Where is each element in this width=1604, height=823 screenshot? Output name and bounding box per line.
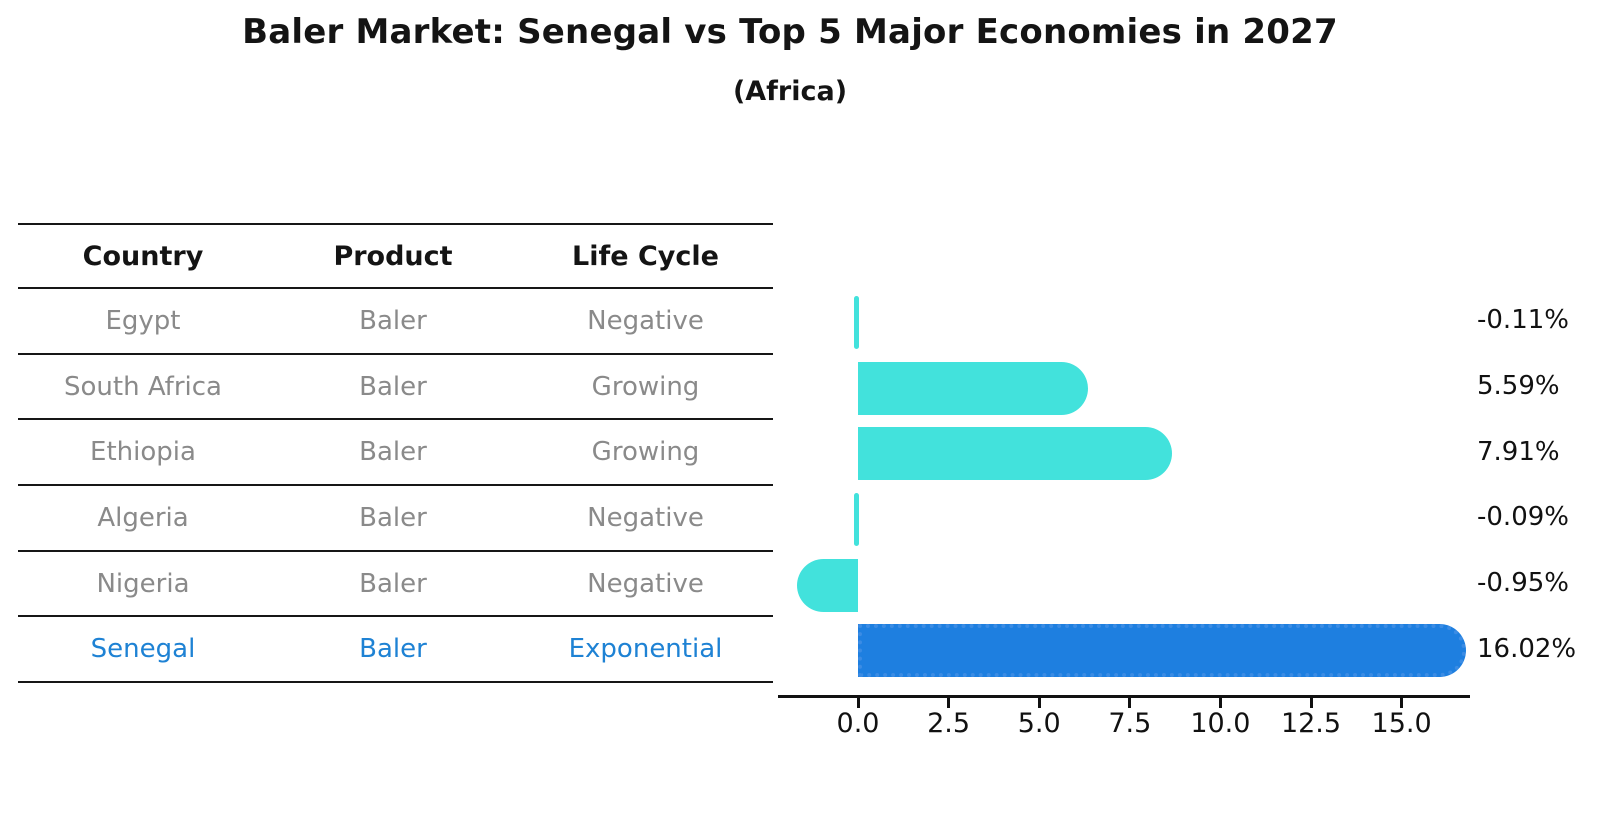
table-cell-country: Algeria (97, 502, 189, 533)
chart-subtitle: (Africa) (732, 76, 848, 107)
table-row: Senegal Baler Exponential (18, 617, 773, 684)
table-row: Nigeria Baler Negative (18, 552, 773, 618)
country-table: Country Product Life Cycle Egypt Baler Neg… (18, 223, 773, 684)
bar-value-label: 5.59% (1477, 371, 1560, 401)
bar-value-label: 16.02% (1477, 633, 1577, 664)
table-cell-life-cycle: Negative (587, 305, 704, 336)
table-row: Algeria Baler Negative (18, 486, 773, 552)
x-axis-tick (1400, 697, 1404, 708)
x-axis-tick (1037, 697, 1041, 708)
x-axis-line (778, 695, 1470, 698)
bar (858, 361, 1088, 415)
x-axis-tick-label: 12.5 (1280, 708, 1342, 739)
table-cell-product: Baler (359, 437, 427, 468)
table-row: South Africa Baler Growing (18, 355, 773, 421)
chart-title: Baler Market: Senegal vs Top 5 Major Eco… (242, 12, 1338, 52)
table-cell-life-cycle: Growing (591, 437, 700, 468)
table-cell-product: Baler (359, 568, 427, 599)
table-body: Egypt Baler Negative South Africa Baler Growi… (18, 289, 773, 684)
bar (854, 492, 859, 546)
x-axis-tick-label: 5.0 (1017, 708, 1061, 739)
x-axis-tick (1218, 697, 1222, 708)
table-row: Ethiopia Baler Growing (18, 420, 773, 487)
bar (858, 427, 1172, 481)
table-cell-country: South Africa (64, 371, 222, 402)
x-axis-tick-label: 10.0 (1190, 708, 1251, 739)
column-header-country: Country (82, 240, 204, 272)
table-cell-life-cycle: Growing (591, 371, 700, 402)
x-axis-tick-label: 15.0 (1371, 708, 1432, 739)
bar-value-label: -0.95% (1477, 568, 1569, 599)
table-cell-product: Baler (359, 371, 427, 402)
table-cell-life-cycle: Negative (587, 568, 704, 599)
table-cell-country: Egypt (105, 305, 181, 336)
x-axis-tick (1128, 697, 1132, 708)
bar (796, 558, 858, 612)
bar-value-label: 7.91% (1477, 436, 1560, 467)
table-cell-country: Ethiopia (90, 437, 196, 468)
bar-senegal-highlighted (858, 624, 1466, 678)
x-axis-tick (947, 697, 951, 708)
x-axis-tick-label: 0.0 (836, 708, 880, 739)
table-cell-country: Nigeria (96, 568, 190, 599)
table-cell-life-cycle: Negative (587, 502, 704, 533)
x-axis-tick-label: 2.5 (927, 708, 971, 739)
x-axis-tick (856, 697, 860, 708)
table-cell-life-cycle: Exponential (568, 634, 723, 665)
bar-value-label: -0.11% (1477, 305, 1569, 336)
bar-value-label: -0.09% (1477, 502, 1569, 533)
table-cell-country: Senegal (90, 634, 196, 665)
table-cell-product: Baler (359, 305, 427, 336)
table-cell-product: Baler (359, 634, 427, 665)
column-header-product: Product (333, 240, 453, 272)
table-header-row: Country Product Life Cycle (18, 223, 773, 289)
table-row: Egypt Baler Negative (18, 289, 773, 355)
table-cell-product: Baler (359, 502, 427, 533)
bar (854, 295, 859, 349)
x-axis-tick-label: 7.5 (1108, 708, 1152, 739)
column-header-life-cycle: Life Cycle (572, 240, 719, 272)
x-axis-tick (1309, 697, 1313, 708)
